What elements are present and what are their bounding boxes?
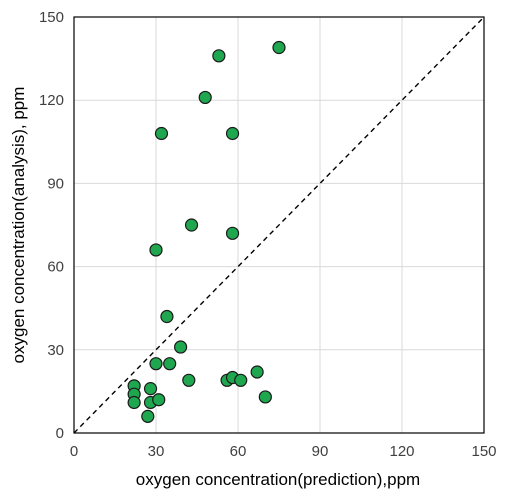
- reference-line-group: [73, 16, 485, 434]
- data-point: [182, 373, 196, 387]
- x-tick-label: 0: [70, 443, 78, 460]
- data-point: [152, 393, 166, 407]
- data-point: [174, 340, 188, 354]
- x-tick-label: 60: [230, 443, 247, 460]
- data-point: [250, 365, 264, 379]
- x-tick-label: 90: [312, 443, 329, 460]
- plot-frame: [73, 16, 485, 434]
- data-point: [149, 357, 163, 371]
- data-point: [154, 126, 169, 141]
- x-tick-label: 30: [148, 443, 165, 460]
- data-point: [234, 373, 248, 387]
- y-tick-label: 120: [39, 92, 64, 109]
- data-point: [160, 309, 174, 324]
- data-point: [212, 49, 226, 63]
- data-points: [127, 40, 286, 423]
- data-point: [149, 243, 163, 257]
- data-point: [225, 126, 240, 141]
- y-tick-label: 30: [47, 342, 64, 359]
- y-tick-label: 60: [47, 259, 64, 276]
- data-point: [225, 226, 240, 240]
- y-axis-label: oxygen concentration(analysis), ppm: [9, 87, 28, 364]
- x-axis-ticks: 0 30 60 90 120 150: [70, 443, 497, 460]
- y-axis-ticks: 0 30 60 90 120 150: [39, 9, 64, 442]
- data-point: [127, 395, 141, 410]
- data-point: [272, 40, 286, 55]
- reference-line: [73, 16, 485, 434]
- x-tick-label: 150: [471, 443, 496, 460]
- data-point: [184, 218, 199, 232]
- data-point: [141, 409, 155, 423]
- plot-border: [73, 16, 485, 434]
- data-point: [198, 90, 212, 105]
- y-tick-label: 150: [39, 9, 64, 26]
- x-axis-label: oxygen concentration(prediction),ppm: [136, 470, 420, 489]
- data-point: [258, 390, 272, 404]
- data-point: [163, 357, 177, 371]
- data-point: [143, 382, 158, 396]
- y-tick-label: 90: [47, 175, 64, 192]
- y-tick-label: 0: [56, 425, 64, 442]
- x-tick-label: 120: [389, 443, 414, 460]
